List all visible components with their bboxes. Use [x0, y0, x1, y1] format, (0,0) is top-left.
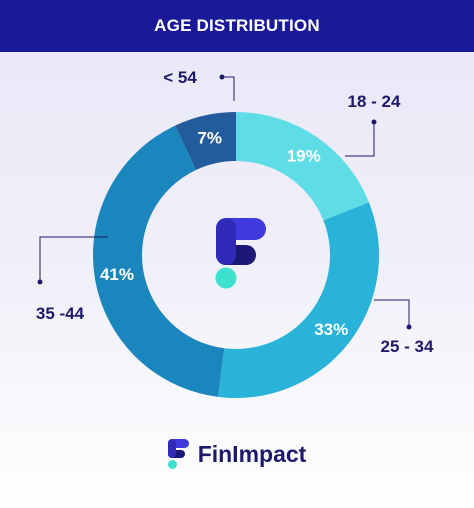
- category-label: 18 - 24: [348, 92, 401, 111]
- slice-18-24: [236, 112, 369, 221]
- leader-dot: [406, 324, 412, 330]
- leader-line: [345, 122, 375, 157]
- slice-25-34: [218, 202, 379, 398]
- value-label: 33%: [314, 320, 348, 339]
- value-label: 19%: [287, 146, 321, 165]
- leader-line: [222, 76, 235, 101]
- leader-dot: [37, 279, 43, 285]
- slice-35-44: [92, 125, 225, 397]
- center-logo-icon: [215, 218, 266, 289]
- slice-54: [175, 112, 236, 170]
- leader-dot: [219, 74, 225, 80]
- brand-name: FinImpact: [197, 440, 307, 467]
- value-label: 7%: [197, 128, 222, 147]
- leader-dot: [371, 119, 377, 125]
- category-label: 25 - 34: [381, 337, 434, 356]
- category-label: 35 -44: [36, 304, 85, 323]
- header-bar: AGE DISTRIBUTION: [0, 0, 474, 52]
- chart-title: AGE DISTRIBUTION: [154, 16, 320, 35]
- value-label: 41%: [100, 265, 134, 284]
- leader-line: [374, 299, 410, 327]
- finimpact-logo-icon: [167, 439, 189, 469]
- brand-footer: FinImpact: [0, 432, 474, 476]
- category-label: < 54: [163, 68, 197, 87]
- leader-line: [39, 236, 108, 282]
